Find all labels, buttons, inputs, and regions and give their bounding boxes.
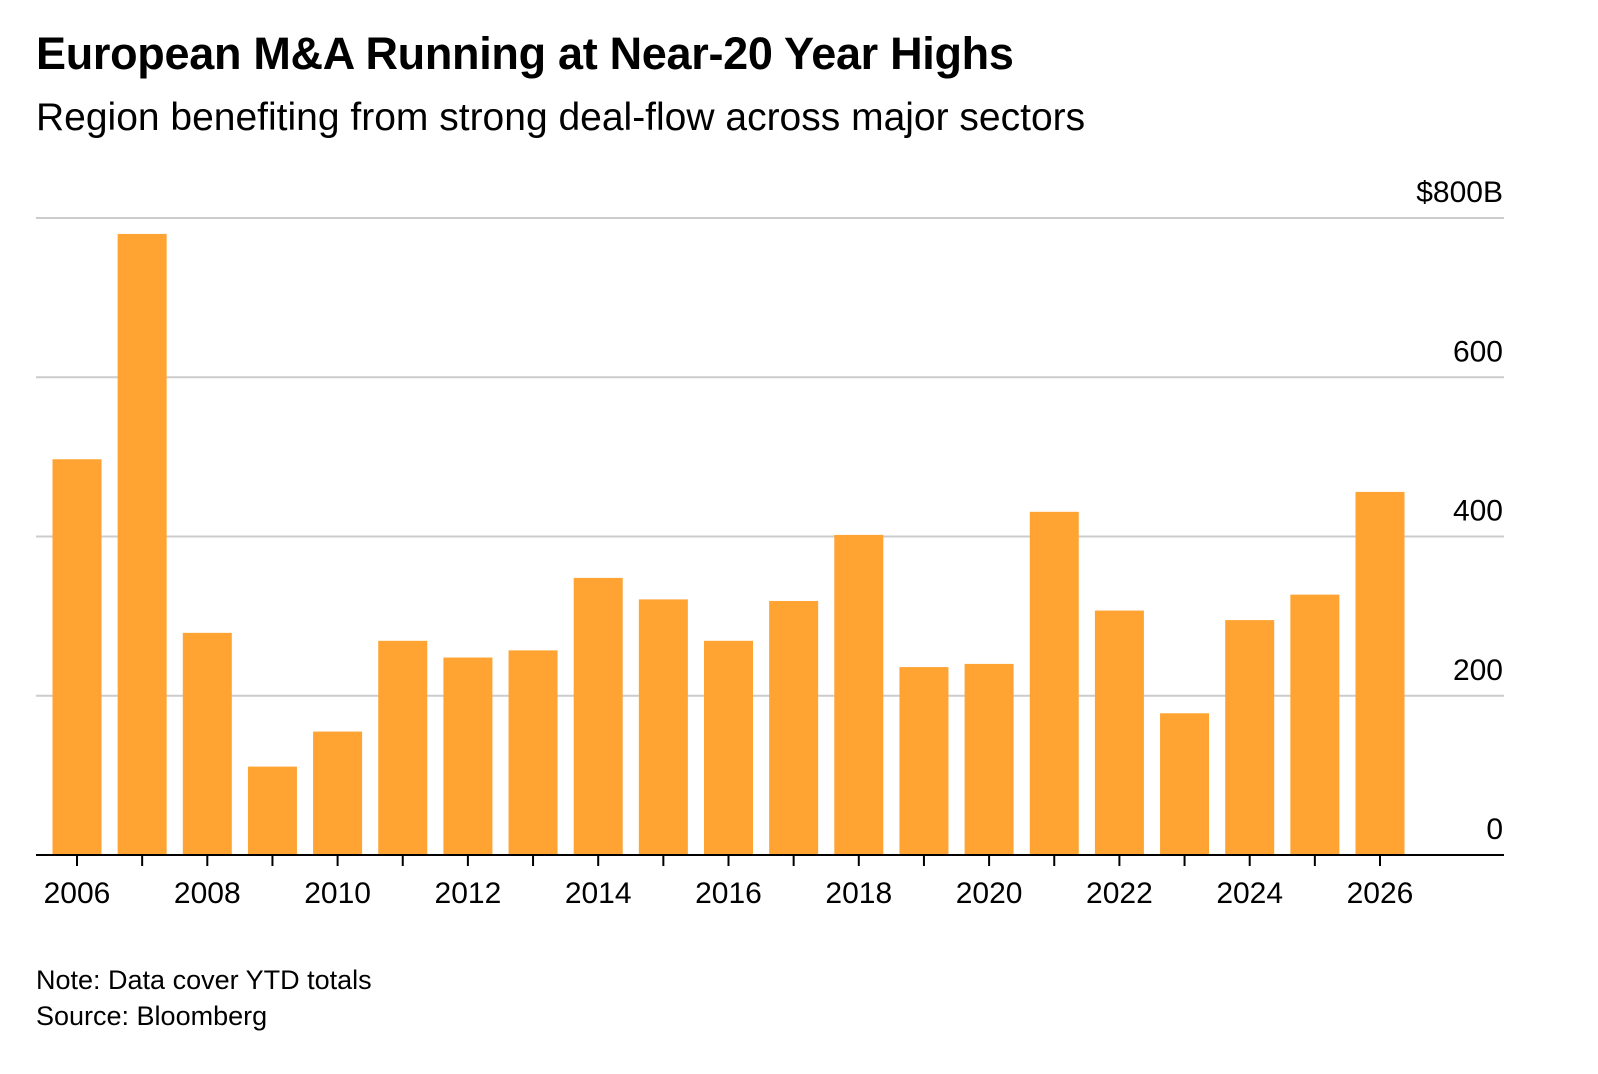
bar-2006 <box>52 459 102 855</box>
x-tick-label: 2026 <box>1347 877 1414 910</box>
x-tick-label: 2014 <box>565 877 632 910</box>
chart-footer: Note: Data cover YTD totals Source: Bloo… <box>36 962 372 1034</box>
x-tick-label: 2024 <box>1216 877 1283 910</box>
bar-2008 <box>182 632 232 855</box>
bar-2014 <box>573 577 623 855</box>
bar-2015 <box>638 599 688 855</box>
x-tick-label: 2012 <box>435 877 502 910</box>
y-tick-label: 400 <box>1453 495 1503 528</box>
y-tick-label: 200 <box>1453 654 1503 687</box>
bar-2024 <box>1225 620 1275 855</box>
x-axis <box>36 854 1504 866</box>
bar-2019 <box>899 667 949 855</box>
bar-2012 <box>443 657 493 855</box>
x-tick-label: 2020 <box>956 877 1023 910</box>
bar-2011 <box>378 640 428 855</box>
x-tick-label: 2016 <box>695 877 762 910</box>
bar-2010 <box>313 731 363 855</box>
bar-2018 <box>834 534 884 855</box>
tick-labels: 0 200 400 600 $800B 2006 2008 2010 2012 2014 2016 2… <box>44 176 1503 910</box>
x-tick-label: 2022 <box>1086 877 1153 910</box>
bar-2007 <box>117 233 167 856</box>
y-tick-label: 0 <box>1486 813 1503 846</box>
bar-2016 <box>704 640 753 855</box>
bar-2022 <box>1094 610 1144 855</box>
bar-2023 <box>1160 713 1210 855</box>
x-tick-label: 2008 <box>174 877 241 910</box>
x-tick-label: 2006 <box>44 877 111 910</box>
source-note: Source: Bloomberg <box>36 1001 268 1031</box>
bar-2013 <box>508 650 558 855</box>
bar-2009 <box>247 766 297 855</box>
bar-2020 <box>964 663 1014 855</box>
bar-2021 <box>1029 511 1079 855</box>
bar-2017 <box>769 600 819 855</box>
bar-2026 <box>1355 491 1405 855</box>
x-tick-label: 2018 <box>825 877 892 910</box>
bars <box>52 233 1405 856</box>
y-tick-label: $800B <box>1416 176 1503 209</box>
footnote: Note: Data cover YTD totals <box>36 965 372 995</box>
chart-subtitle: Region benefiting from strong deal-flow … <box>36 96 1086 139</box>
y-tick-label: 600 <box>1453 335 1503 368</box>
chart-title: European M&A Running at Near-20 Year Hig… <box>36 28 1014 79</box>
x-tick-label: 2010 <box>304 877 371 910</box>
bar-2025 <box>1290 594 1340 855</box>
